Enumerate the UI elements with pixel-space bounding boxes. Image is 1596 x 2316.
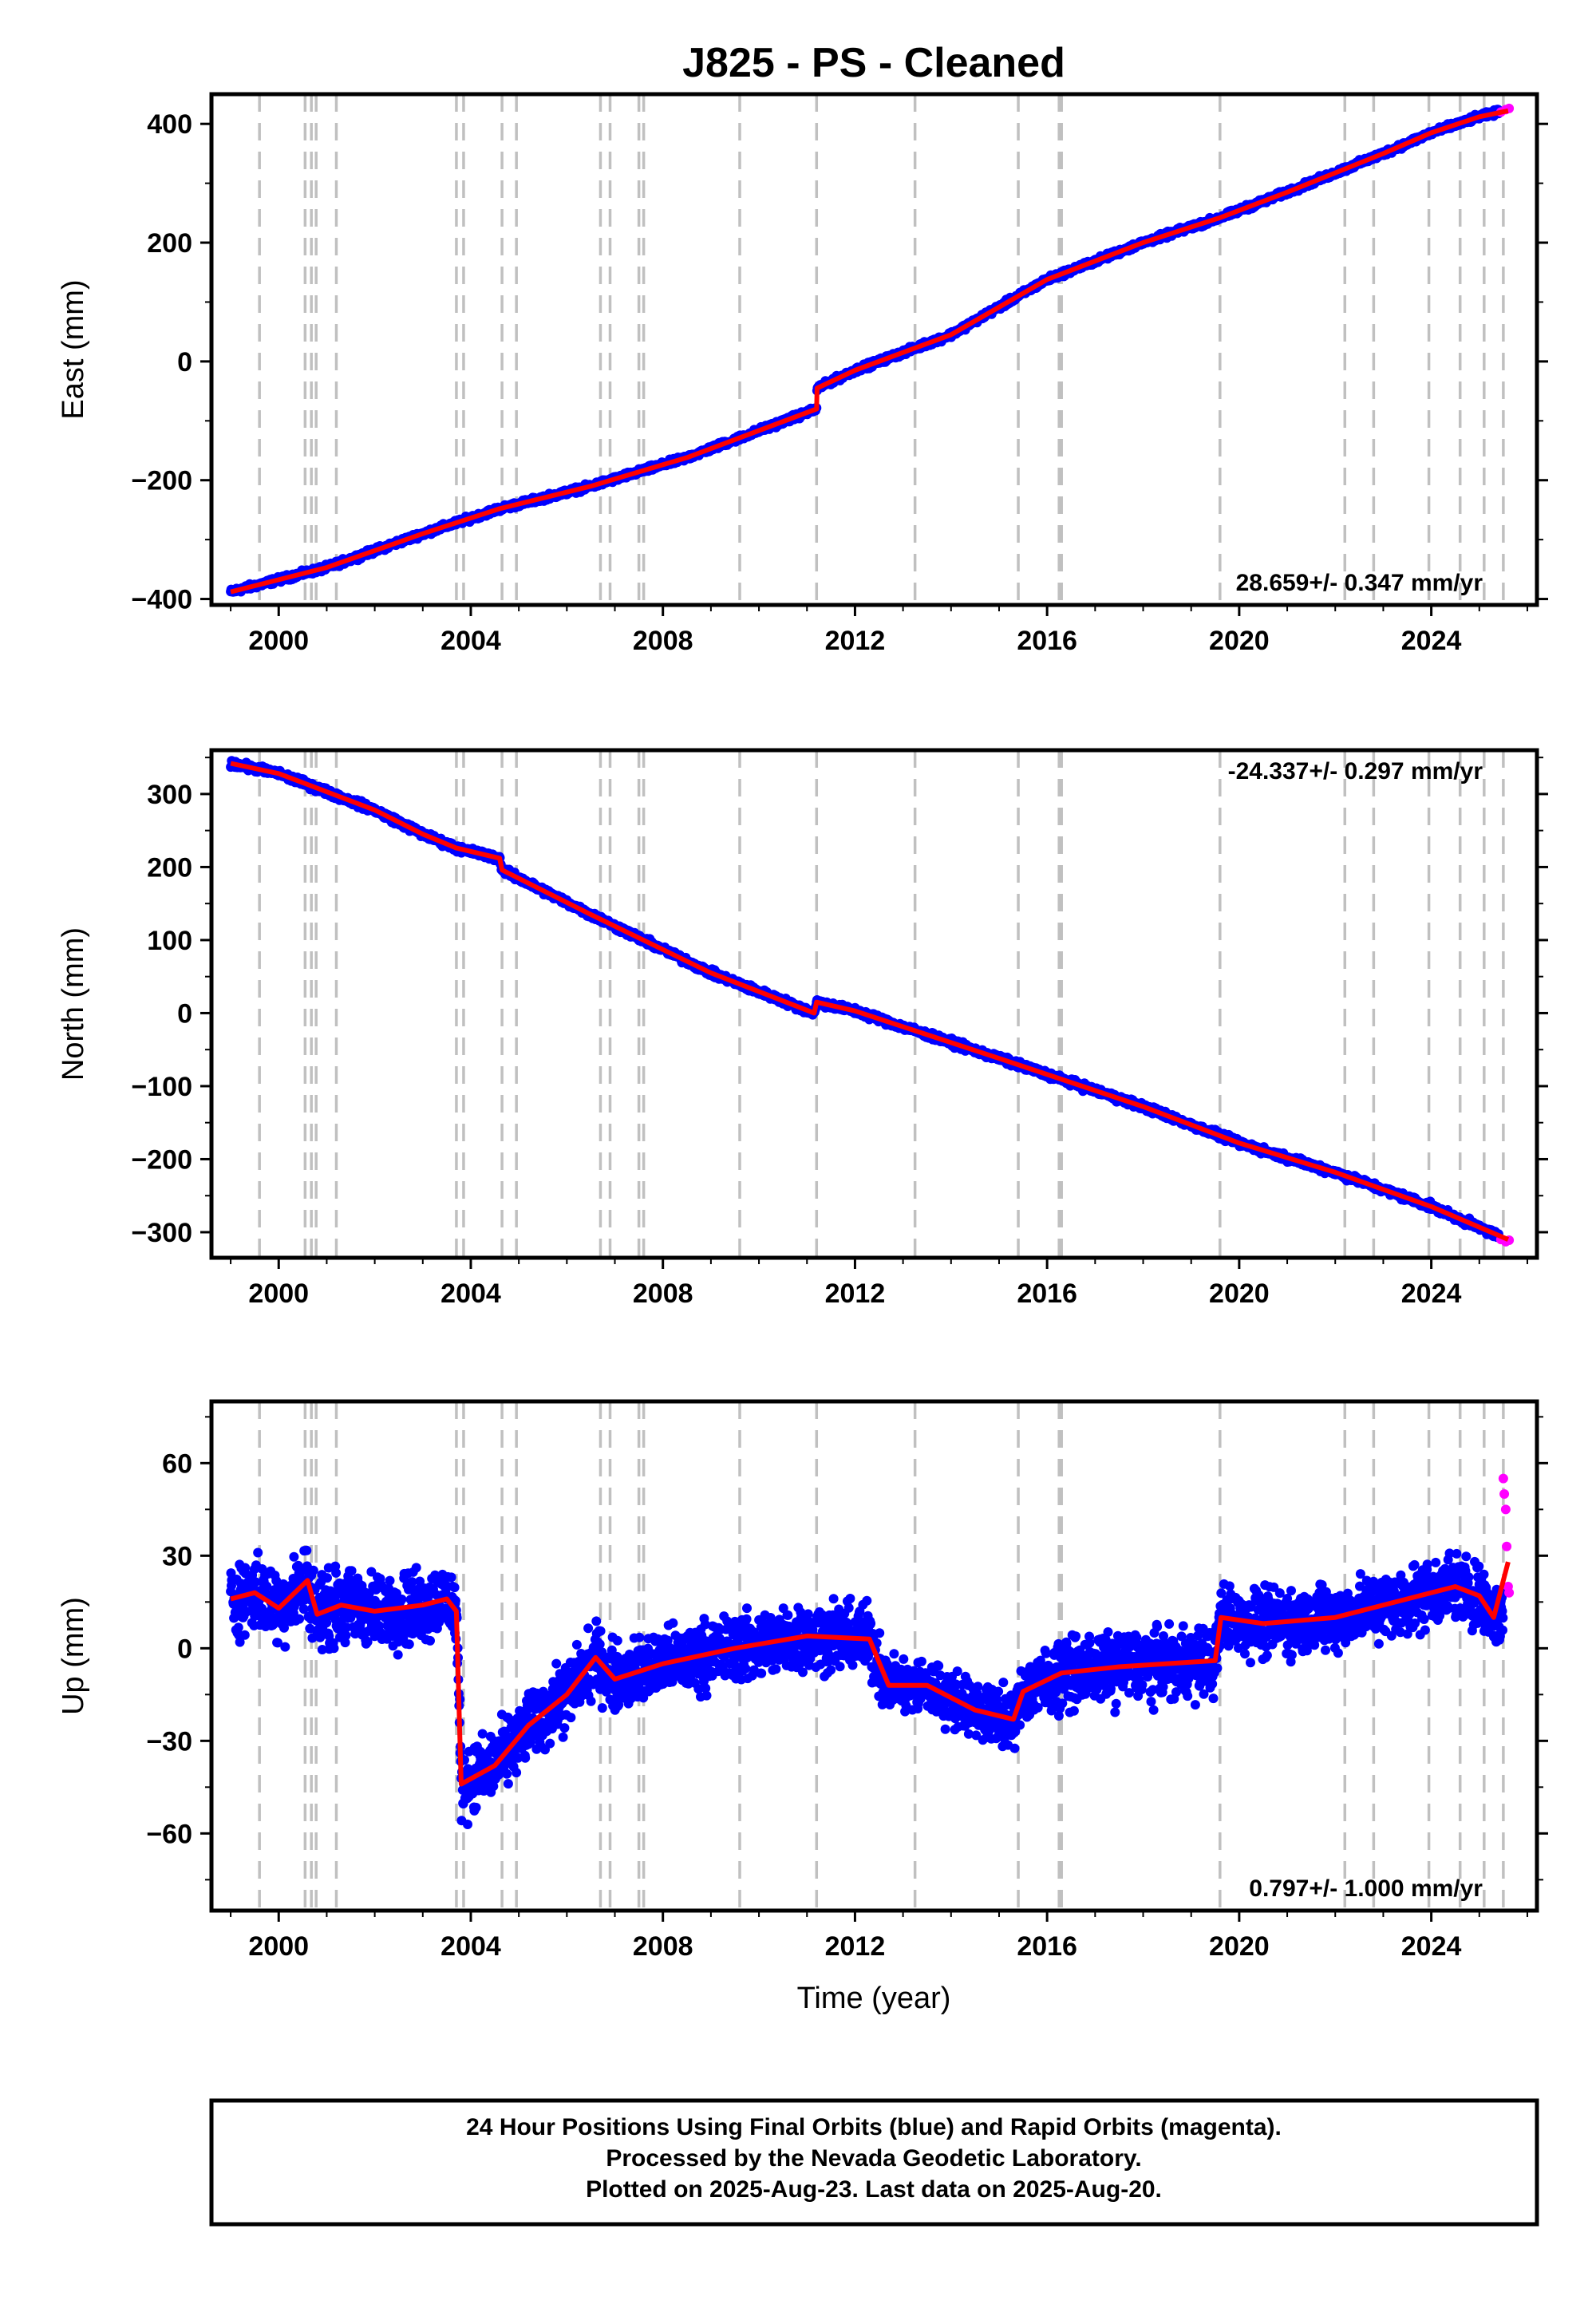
x-tick-label: 2004 — [440, 626, 501, 656]
y-tick-label: −400 — [131, 585, 192, 615]
chart-title: J825 - PS - Cleaned — [682, 40, 1065, 86]
panel-east: −400 −200 0 200 400 2000 2004 2008 2012 2016 2020 2… — [57, 92, 1548, 656]
y-tick-label: −200 — [131, 466, 192, 496]
x-tick-label: 2008 — [633, 626, 693, 656]
y-tick-label: 400 — [147, 109, 192, 140]
rate-annotation-east: 28.659+/- 0.347 mm/yr — [1236, 570, 1483, 596]
x-tick-label: 2020 — [1209, 626, 1270, 656]
x-tick-label: 2024 — [1401, 626, 1462, 656]
y-tick-label: 0 — [177, 347, 192, 377]
x-tick-label: 2012 — [825, 626, 886, 656]
y-axis-label-east: East (mm) — [57, 279, 90, 419]
x-tick-label: 2000 — [248, 626, 309, 656]
trend-line-east — [230, 108, 1509, 595]
x-tick-label: 2016 — [1017, 626, 1077, 656]
plot-frame — [209, 92, 1539, 607]
y-tick-label: 200 — [147, 228, 192, 259]
